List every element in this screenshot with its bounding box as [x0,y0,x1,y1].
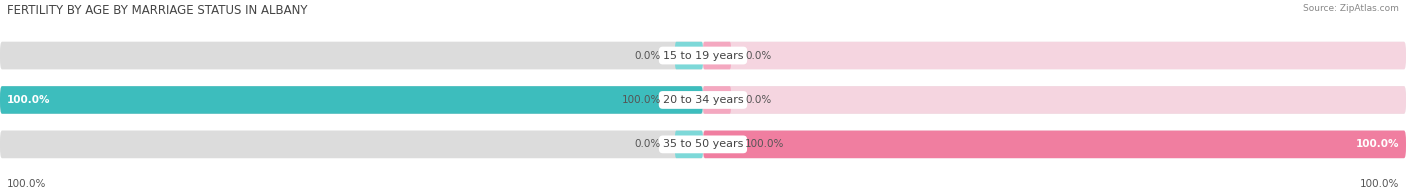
Text: 100.0%: 100.0% [7,95,51,105]
Text: 15 to 19 years: 15 to 19 years [662,51,744,61]
Text: 100.0%: 100.0% [621,95,661,105]
FancyBboxPatch shape [703,42,1406,69]
FancyBboxPatch shape [703,131,1406,158]
Text: 100.0%: 100.0% [7,179,46,189]
Text: 20 to 34 years: 20 to 34 years [662,95,744,105]
Text: 100.0%: 100.0% [745,139,785,149]
FancyBboxPatch shape [0,42,1406,69]
FancyBboxPatch shape [0,86,703,114]
Text: Source: ZipAtlas.com: Source: ZipAtlas.com [1303,4,1399,13]
Text: 35 to 50 years: 35 to 50 years [662,139,744,149]
Text: FERTILITY BY AGE BY MARRIAGE STATUS IN ALBANY: FERTILITY BY AGE BY MARRIAGE STATUS IN A… [7,4,308,17]
FancyBboxPatch shape [703,42,731,69]
Text: 0.0%: 0.0% [634,51,661,61]
FancyBboxPatch shape [0,131,1406,158]
FancyBboxPatch shape [0,131,703,158]
FancyBboxPatch shape [703,86,731,114]
FancyBboxPatch shape [703,86,1406,114]
Text: 100.0%: 100.0% [1355,139,1399,149]
Text: 100.0%: 100.0% [1360,179,1399,189]
FancyBboxPatch shape [0,86,1406,114]
Text: 0.0%: 0.0% [745,95,772,105]
FancyBboxPatch shape [0,42,703,69]
FancyBboxPatch shape [675,131,703,158]
FancyBboxPatch shape [675,42,703,69]
Text: 0.0%: 0.0% [745,51,772,61]
FancyBboxPatch shape [703,131,1406,158]
FancyBboxPatch shape [0,86,703,114]
Text: 0.0%: 0.0% [634,139,661,149]
